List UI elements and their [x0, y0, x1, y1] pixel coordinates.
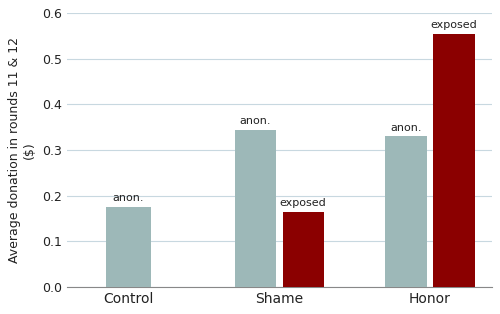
Text: anon.: anon. [390, 123, 422, 133]
Text: anon.: anon. [112, 193, 144, 203]
Y-axis label: Average donation in rounds 11 & 12
($): Average donation in rounds 11 & 12 ($) [8, 37, 36, 263]
Bar [106, 207, 151, 287]
Bar [386, 136, 426, 287]
Text: exposed: exposed [280, 198, 326, 208]
Text: exposed: exposed [430, 20, 478, 30]
Bar [434, 34, 474, 287]
Bar [282, 212, 324, 287]
Bar [234, 130, 276, 287]
Text: anon.: anon. [240, 116, 271, 126]
